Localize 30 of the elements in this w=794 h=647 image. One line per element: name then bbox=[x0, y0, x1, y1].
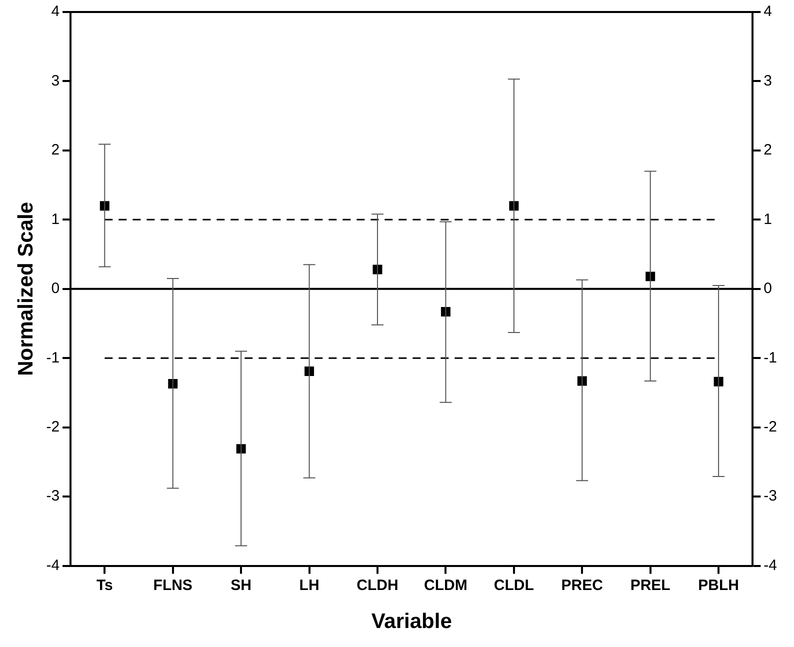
x-tick-label: PBLH bbox=[698, 576, 739, 594]
x-tick-label: CLDM bbox=[424, 576, 468, 594]
y2-tick-label: 3 bbox=[764, 72, 772, 90]
y-tick-label: 4 bbox=[51, 3, 60, 20]
x-tick-label: CLDL bbox=[494, 576, 534, 594]
x-tick-label: Ts bbox=[96, 576, 113, 594]
y2-tick-label: -3 bbox=[764, 488, 778, 505]
y2-tick-label: -1 bbox=[764, 349, 778, 366]
x-tick-label: PREC bbox=[561, 576, 604, 594]
y-tick-label: 2 bbox=[51, 142, 60, 159]
y2-tick-label: 0 bbox=[764, 280, 772, 298]
y2-tick-label: -2 bbox=[764, 418, 778, 436]
y-tick-label: 0 bbox=[51, 280, 60, 298]
x-axis-title: Variable bbox=[371, 610, 452, 634]
x-tick-label: PREL bbox=[630, 576, 670, 594]
y-tick-label: -1 bbox=[46, 349, 60, 366]
y-tick-label: 1 bbox=[51, 210, 60, 228]
y2-tick-label: -4 bbox=[764, 556, 778, 574]
y2-tick-label: 4 bbox=[764, 3, 772, 20]
x-tick-label: FLNS bbox=[153, 576, 192, 594]
x-tick-label: SH bbox=[230, 576, 252, 594]
y-tick-label: 3 bbox=[51, 72, 60, 90]
x-tick-label: LH bbox=[299, 576, 320, 594]
y-tick-label: -2 bbox=[46, 418, 60, 436]
y-tick-label: -3 bbox=[46, 488, 60, 505]
y-tick-label: -4 bbox=[46, 556, 60, 574]
y-axis-title: Normalized Scale bbox=[14, 202, 38, 376]
y2-tick-label: 1 bbox=[764, 210, 772, 228]
x-tick-label: CLDH bbox=[356, 576, 398, 594]
y2-tick-label: 2 bbox=[764, 142, 772, 159]
